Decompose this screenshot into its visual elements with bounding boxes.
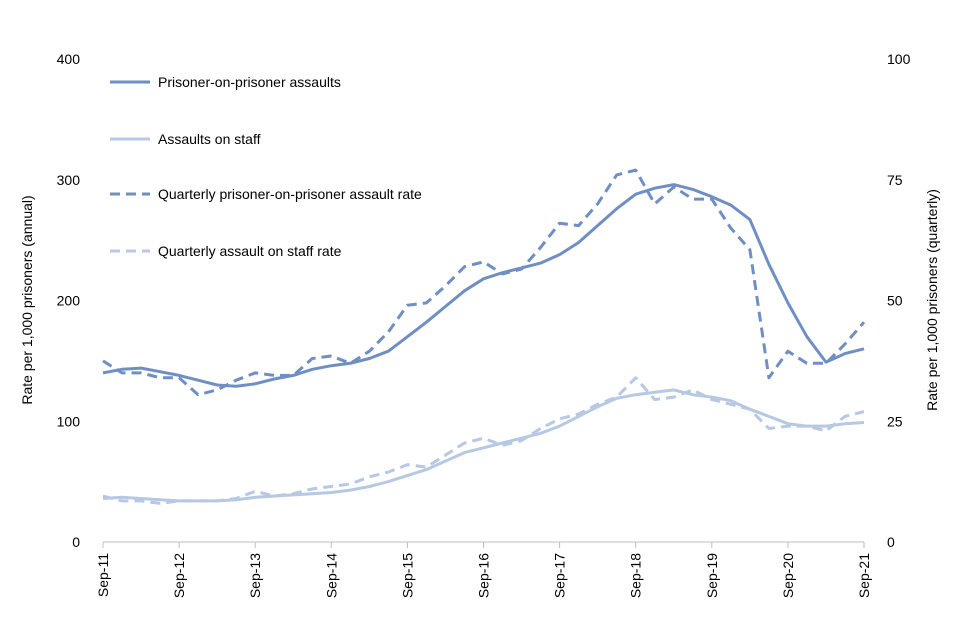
legend-label-2: Assaults on staff bbox=[158, 131, 261, 147]
y-right-tick-label: 0 bbox=[887, 534, 895, 550]
x-tick-label: Sep-21 bbox=[856, 553, 872, 598]
y-axis-left-title: Rate per 1,000 prisoners (annual) bbox=[19, 195, 35, 404]
x-tick-label: Sep-16 bbox=[476, 553, 492, 598]
y-left-tick-label: 400 bbox=[57, 51, 81, 67]
x-tick-label: Sep-13 bbox=[247, 553, 263, 598]
x-tick-label: Sep-20 bbox=[780, 553, 796, 598]
legend-label-1: Prisoner-on-prisoner assaults bbox=[158, 74, 341, 90]
y-right-tick-label: 25 bbox=[887, 413, 903, 429]
y-left-tick-label: 300 bbox=[57, 172, 81, 188]
x-tick-label: Sep-12 bbox=[171, 553, 187, 598]
series-line-4 bbox=[102, 376, 865, 505]
y-left-tick-label: 200 bbox=[57, 293, 81, 309]
x-tick-label: Sep-15 bbox=[399, 553, 415, 598]
legend-label-3: Quarterly prisoner-on-prisoner assault r… bbox=[158, 186, 422, 202]
y-left-tick-label: 100 bbox=[57, 413, 81, 429]
axes: 0 100 200 300 400 0 25 50 75 100 Sep-11 Sep-12 Sep-1… bbox=[57, 51, 911, 598]
y-right-tick-label: 100 bbox=[887, 51, 911, 67]
legend-label-4: Quarterly assault on staff rate bbox=[158, 243, 342, 259]
series-layer bbox=[102, 168, 866, 505]
series-line-1 bbox=[102, 183, 865, 388]
x-tick-label: Sep-19 bbox=[704, 553, 720, 598]
x-tick-label: Sep-14 bbox=[323, 553, 339, 598]
series-line-3 bbox=[102, 168, 866, 397]
x-tick-label: Sep-11 bbox=[95, 553, 111, 597]
y-right-tick-label: 75 bbox=[887, 172, 903, 188]
y-right-tick-label: 50 bbox=[887, 293, 903, 309]
y-axis-right-title: Rate per 1,000 prisoners (quarterly) bbox=[924, 189, 940, 411]
x-tick-label: Sep-18 bbox=[628, 553, 644, 598]
x-tick-label: Sep-17 bbox=[552, 553, 568, 598]
legend: Prisoner-on-prisoner assaults Assaults on… bbox=[110, 74, 422, 259]
y-left-tick-label: 0 bbox=[72, 534, 80, 550]
series-line-2 bbox=[102, 388, 865, 503]
